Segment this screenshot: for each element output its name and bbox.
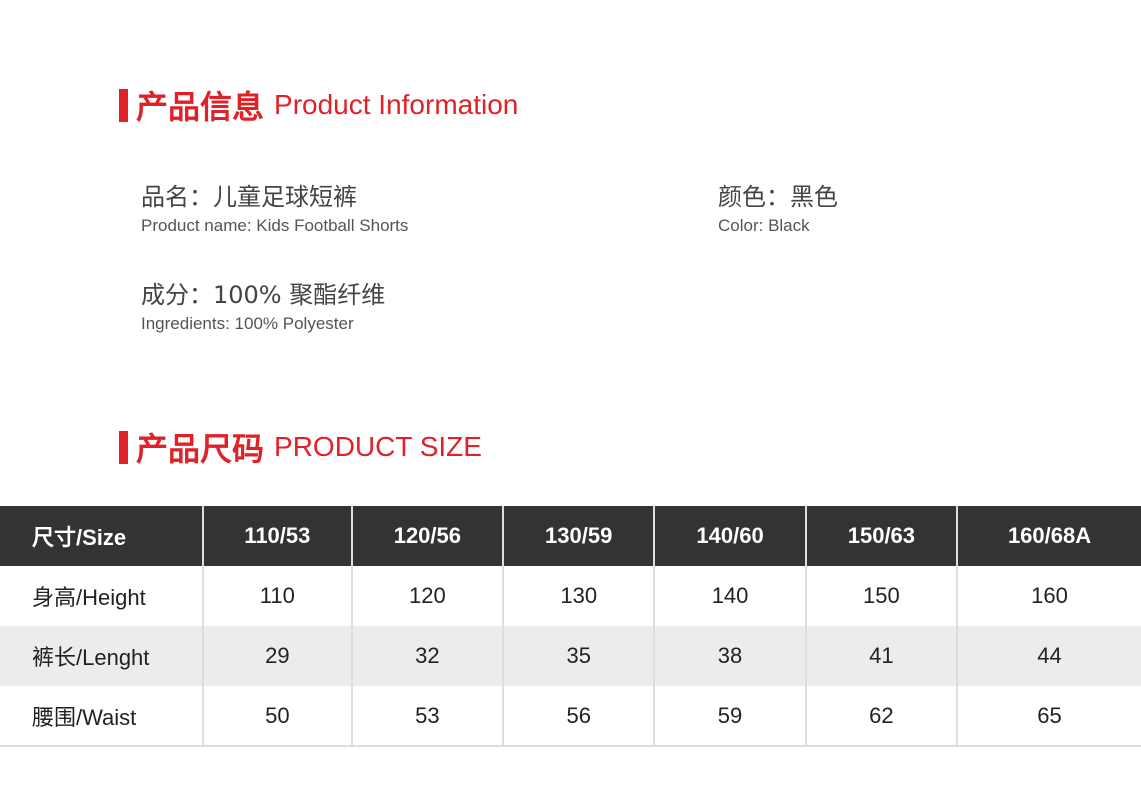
table-cell: 38 [654, 626, 807, 686]
row-label: 腰围/Waist [0, 686, 204, 747]
product-size-heading: 产品尺码 PRODUCT SIZE [119, 424, 482, 470]
product-ingredients: 成分：100% 聚酯纤维 Ingredients: 100% Polyester [141, 275, 385, 334]
table-cell: 59 [654, 686, 807, 747]
table-cell: 32 [351, 626, 505, 686]
table-cell: 62 [805, 686, 959, 747]
row-label: 身高/Height [0, 566, 204, 626]
table-row: 身高/Height 110 120 130 140 150 160 [0, 566, 1141, 626]
table-cell: 140 [654, 566, 807, 626]
color-en: Color: Black [718, 216, 810, 235]
table-cell: 41 [805, 626, 959, 686]
table-cell: 160 [1031, 583, 1068, 608]
table-cell: 150 [805, 566, 959, 626]
table-cell: 29 [203, 626, 353, 686]
table-header-row: 尺寸/Size 110/53 120/56 130/59 140/60 150/… [0, 506, 1141, 566]
header-cell: 140/60 [654, 506, 807, 566]
heading-en: Product Information [274, 89, 519, 120]
table-cell: 130 [503, 566, 656, 626]
row-label: 裤长/Lenght [0, 626, 204, 686]
product-name-en: Product name: Kids Football Shorts [141, 216, 409, 235]
heading-zh: 产品尺码 [136, 430, 265, 468]
header-cell: 120/56 [351, 506, 505, 566]
heading-en: PRODUCT SIZE [274, 431, 482, 462]
accent-bar [119, 88, 128, 122]
header-cell: 130/59 [503, 506, 656, 566]
header-cell: 150/63 [805, 506, 959, 566]
product-name: 品名：儿童足球短裤 Product name: Kids Football Sh… [141, 177, 408, 236]
table-cell: 53 [351, 686, 505, 747]
table-cell: 110 [203, 566, 353, 626]
table-cell: 120 [351, 566, 505, 626]
header-cell: 110/53 [203, 506, 353, 566]
accent-bar [119, 430, 128, 464]
table-cell: 35 [503, 626, 656, 686]
table-cell: 56 [503, 686, 656, 747]
product-name-zh: 品名：儿童足球短裤 [141, 183, 357, 211]
color-zh: 颜色：黑色 [718, 183, 838, 211]
ingredients-en: Ingredients: 100% Polyester [141, 314, 354, 333]
header-cell: 160/68A [957, 506, 1141, 566]
size-table: 尺寸/Size 110/53 120/56 130/59 140/60 150/… [0, 506, 1141, 747]
product-color: 颜色：黑色 Color: Black [718, 177, 838, 236]
table-row: 裤长/Lenght 29 32 35 38 41 44 [0, 626, 1141, 686]
product-info-heading: 产品信息 Product Information [119, 82, 518, 128]
table-cell: 65 [957, 686, 1141, 747]
heading-zh: 产品信息 [136, 88, 265, 126]
table-cell: 44 [957, 626, 1141, 686]
table-row: 腰围/Waist 50 53 56 59 62 65 [0, 686, 1141, 747]
table-cell: 50 [203, 686, 353, 747]
ingredients-zh: 成分：100% 聚酯纤维 [141, 281, 386, 309]
header-cell: 尺寸/Size [0, 506, 204, 566]
